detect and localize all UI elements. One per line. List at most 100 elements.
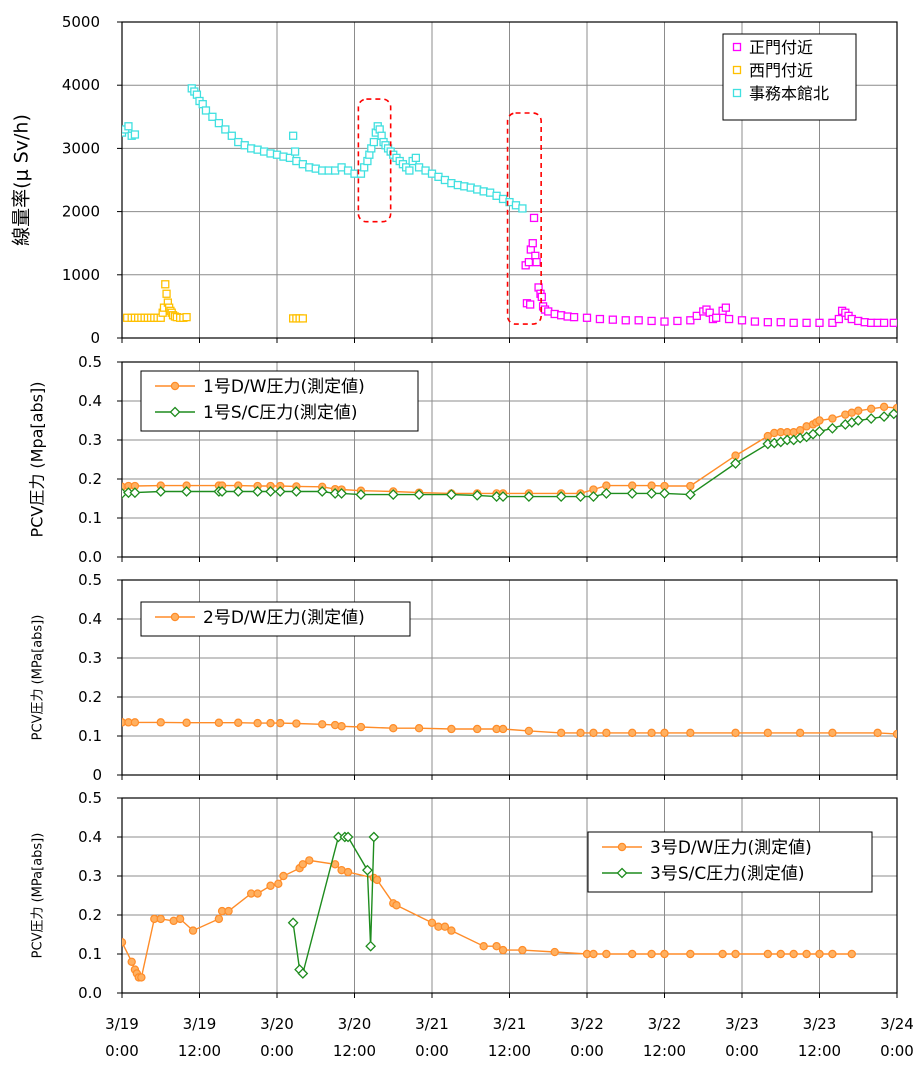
data-point bbox=[447, 926, 456, 935]
data-point bbox=[628, 949, 637, 959]
data-point bbox=[372, 875, 382, 885]
data-point bbox=[440, 922, 450, 931]
data-point bbox=[802, 318, 811, 327]
data-point bbox=[369, 137, 379, 147]
chart-panel-2: 0.0 0.1 0.2 0.3 0.4 0.5 PCV圧力 (Mpa[abs]) 1号D/W圧… bbox=[28, 353, 898, 566]
data-point bbox=[318, 720, 327, 729]
x-tick-time: 0:00 bbox=[880, 1042, 914, 1060]
data-point bbox=[155, 486, 167, 497]
data-point bbox=[795, 728, 805, 738]
data-point bbox=[828, 728, 837, 738]
data-point bbox=[266, 881, 275, 890]
data-point bbox=[297, 968, 309, 979]
x-tick-date: 3/22 bbox=[570, 1015, 604, 1033]
plot-area-frame bbox=[121, 797, 898, 994]
y-tick-label: 1000 bbox=[62, 266, 100, 284]
y-axis-label: 線量率(μ Sv/h) bbox=[11, 114, 33, 246]
data-point bbox=[227, 131, 236, 140]
data-point bbox=[405, 166, 414, 175]
data-point bbox=[234, 718, 243, 727]
data-point bbox=[518, 945, 527, 955]
data-point bbox=[447, 724, 456, 734]
data-point bbox=[276, 718, 285, 728]
data-point bbox=[356, 722, 366, 732]
y-tick-label: 5000 bbox=[62, 13, 100, 31]
data-point bbox=[602, 728, 611, 738]
data-point bbox=[305, 856, 314, 865]
data-point bbox=[288, 131, 298, 140]
data-point bbox=[518, 204, 527, 213]
data-point bbox=[737, 316, 747, 325]
data-point bbox=[750, 317, 760, 326]
data-point bbox=[826, 422, 838, 434]
data-point bbox=[524, 258, 534, 267]
data-point bbox=[879, 318, 889, 327]
data-point bbox=[852, 415, 864, 426]
data-point bbox=[686, 316, 695, 325]
data-point bbox=[673, 316, 682, 326]
data-point bbox=[878, 411, 890, 423]
data-point bbox=[589, 949, 598, 959]
legend-marker bbox=[617, 842, 627, 852]
x-tick-date: 3/21 bbox=[415, 1015, 449, 1033]
x-tick-date: 3/22 bbox=[648, 1015, 682, 1033]
data-point bbox=[802, 949, 811, 959]
data-point bbox=[355, 489, 367, 501]
data-point bbox=[647, 728, 656, 738]
x-tick-time: 0:00 bbox=[105, 1042, 139, 1060]
data-point bbox=[471, 489, 483, 501]
data-point bbox=[815, 416, 824, 425]
data-point bbox=[253, 889, 262, 898]
data-point bbox=[659, 488, 670, 499]
data-point bbox=[389, 724, 398, 733]
legend: 3号D/W圧力(測定値) 3号S/C圧力(測定値) bbox=[587, 831, 873, 893]
data-point bbox=[628, 728, 637, 738]
data-point bbox=[532, 258, 541, 267]
y-tick-label: 0.2 bbox=[78, 688, 102, 706]
data-point bbox=[626, 488, 638, 499]
data-point bbox=[873, 728, 882, 738]
legend-label: 事務本館北 bbox=[749, 84, 829, 103]
data-point bbox=[550, 947, 559, 957]
data-point bbox=[479, 942, 488, 951]
data-point bbox=[266, 718, 275, 728]
data-point bbox=[776, 949, 785, 959]
legend-label: 2号D/W圧力(測定値) bbox=[203, 608, 365, 628]
data-point bbox=[731, 728, 740, 738]
data-point bbox=[556, 728, 566, 738]
data-point bbox=[888, 408, 897, 420]
data-point bbox=[686, 949, 695, 959]
data-point bbox=[866, 404, 876, 413]
data-point bbox=[712, 313, 721, 322]
data-point bbox=[647, 949, 656, 959]
x-tick-date: 3/24 bbox=[880, 1015, 914, 1033]
data-point bbox=[201, 106, 211, 115]
x-tick-time: 12:00 bbox=[643, 1042, 686, 1060]
data-point bbox=[224, 906, 233, 916]
y-tick-label: 0.0 bbox=[78, 984, 102, 1002]
data-point bbox=[528, 239, 537, 248]
data-point bbox=[529, 213, 539, 223]
data-point bbox=[555, 491, 567, 502]
chart-panel-3: 0 0.1 0.2 0.3 0.4 0.5 PCV圧力 (MPa[abs]) 2号D/W圧力(… bbox=[31, 571, 898, 784]
data-point bbox=[427, 918, 437, 928]
data-point bbox=[600, 488, 612, 499]
y-tick-label: 4000 bbox=[62, 76, 100, 94]
data-point bbox=[834, 314, 844, 324]
data-point bbox=[122, 938, 127, 947]
x-tick-time: 0:00 bbox=[570, 1042, 604, 1060]
data-point bbox=[865, 413, 877, 424]
data-point bbox=[621, 316, 630, 325]
y-tick-label: 0.3 bbox=[78, 431, 102, 449]
data-point bbox=[252, 486, 264, 497]
y-axis-label: PCV圧力 (MPa[abs]) bbox=[31, 615, 46, 741]
data-point bbox=[828, 949, 837, 959]
data-point bbox=[181, 486, 193, 497]
data-point bbox=[274, 486, 286, 497]
data-point bbox=[336, 488, 348, 499]
annotation-dashed-box bbox=[357, 98, 392, 223]
data-point bbox=[316, 486, 328, 497]
data-point bbox=[576, 728, 585, 738]
data-point bbox=[684, 489, 696, 501]
data-point bbox=[889, 318, 897, 327]
